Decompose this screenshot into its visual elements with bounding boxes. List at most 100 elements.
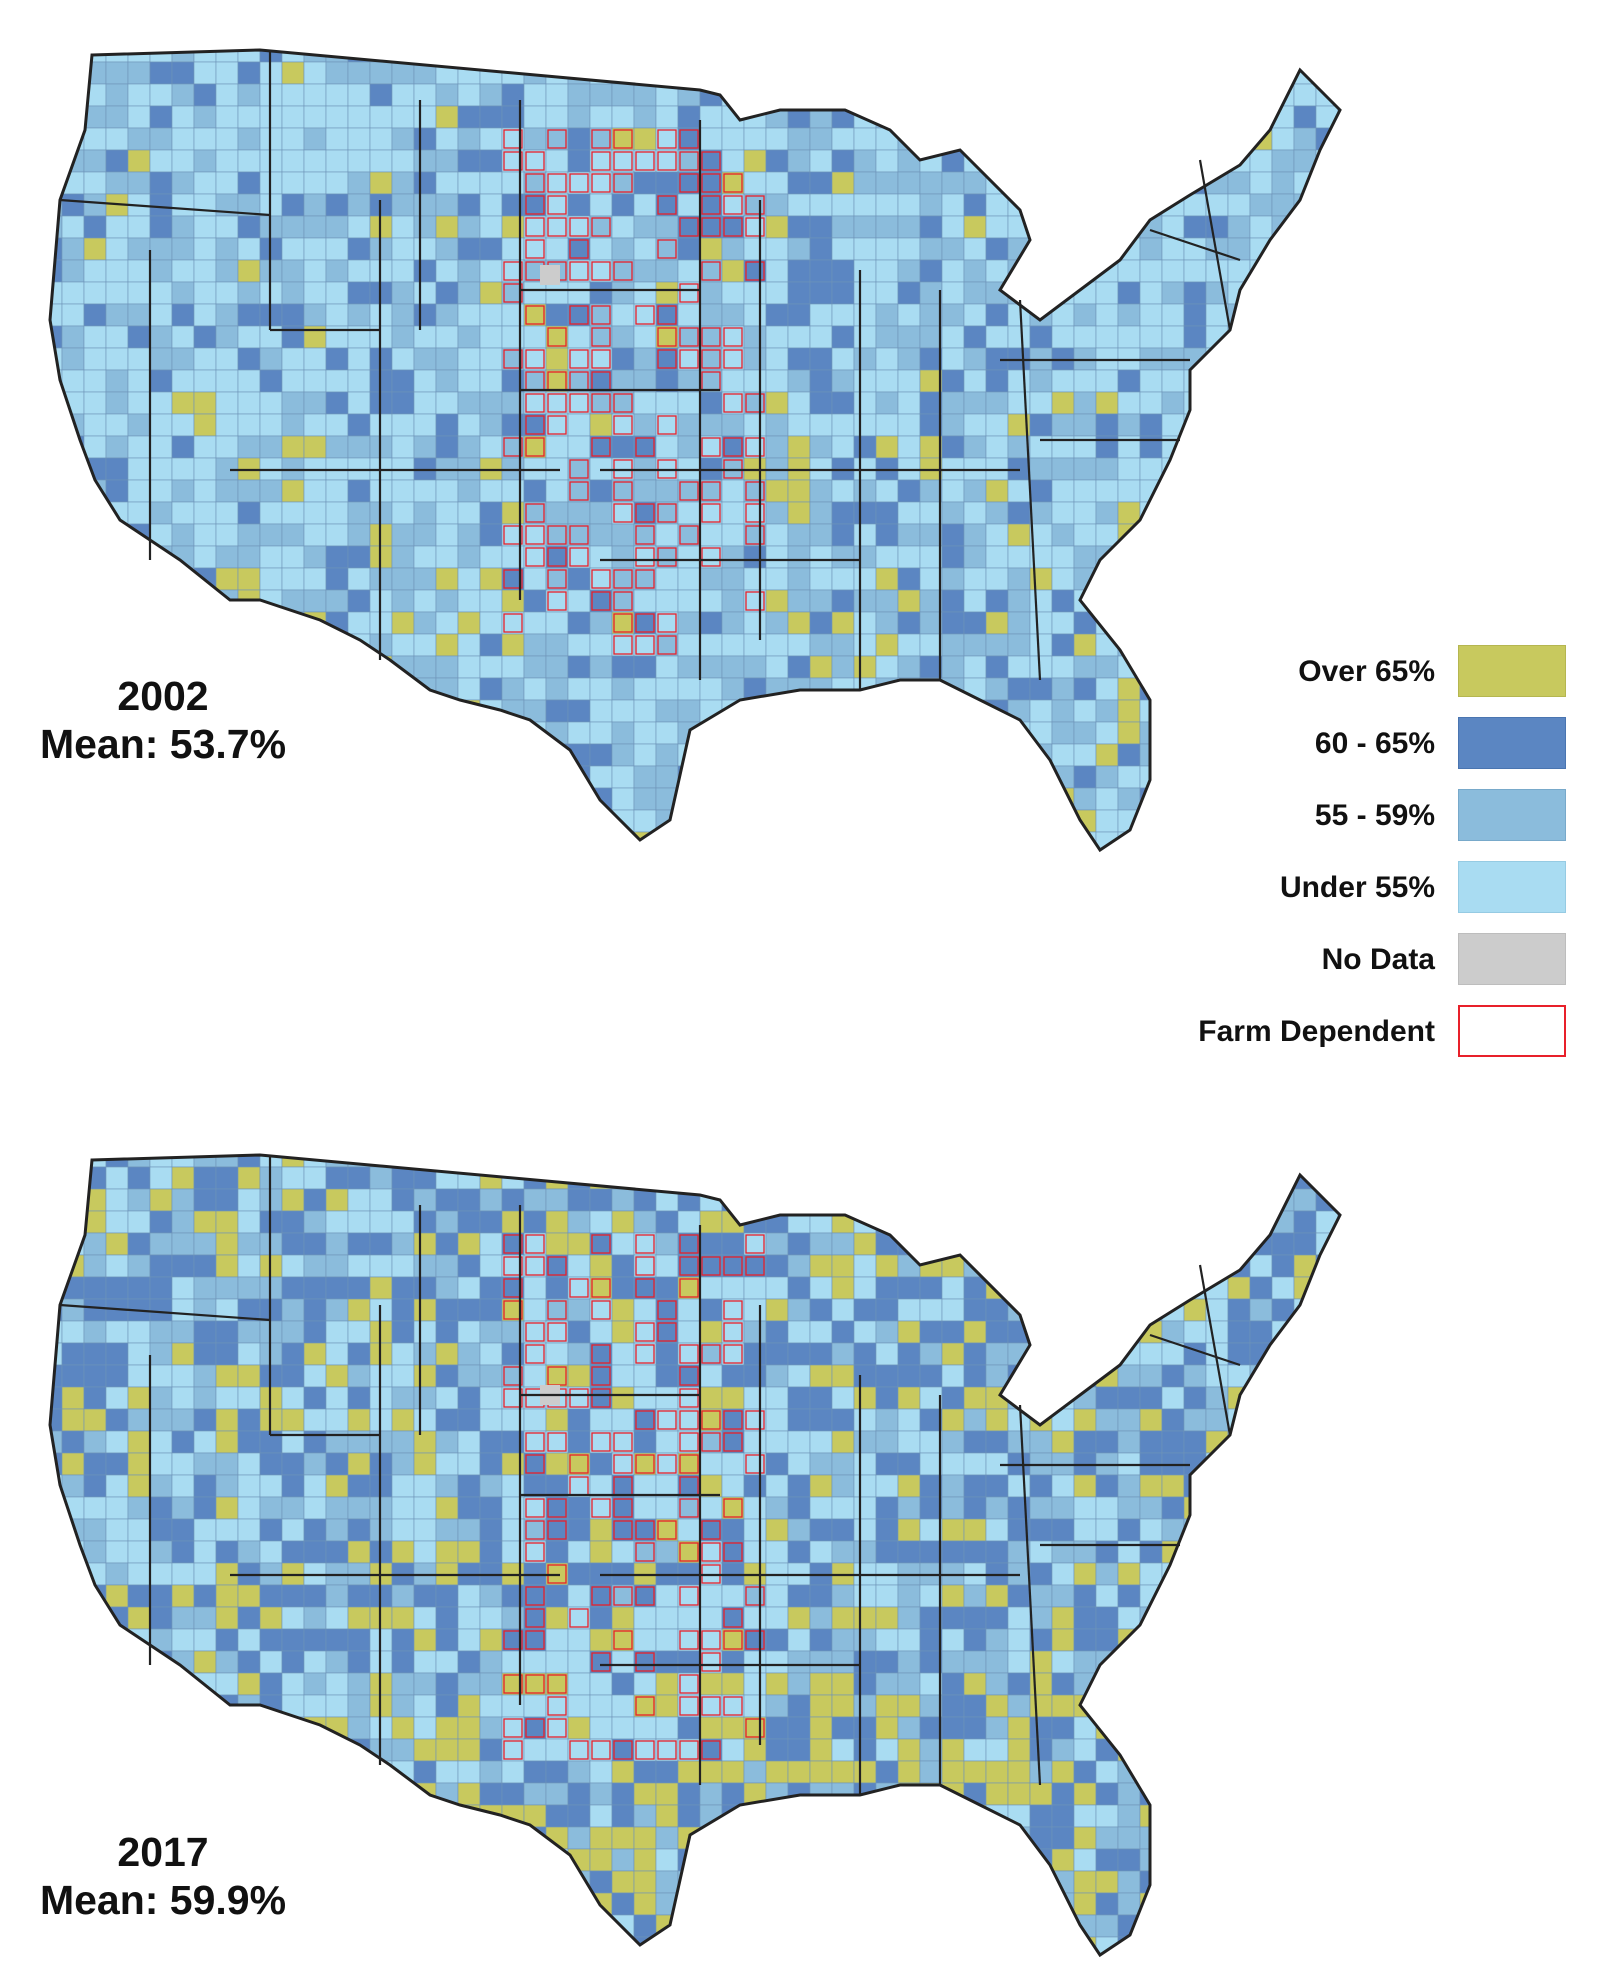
county-tile — [611, 831, 635, 850]
county-tile — [1029, 1188, 1053, 1212]
county-tile — [1205, 1650, 1229, 1674]
county-tile — [479, 1584, 503, 1608]
farm-dependent-outline — [503, 1740, 523, 1760]
county-tile — [1051, 633, 1075, 657]
county-tile — [985, 1584, 1009, 1608]
county-tile — [1271, 237, 1295, 261]
county-tile — [589, 1650, 613, 1674]
county-tile — [171, 325, 195, 349]
county-tile — [1337, 545, 1340, 569]
county-tile — [633, 1584, 657, 1608]
county-tile — [655, 391, 679, 415]
county-tile — [1008, 1959, 1030, 1980]
farm-dependent-outline — [701, 481, 721, 501]
county-tile — [633, 1276, 657, 1300]
county-tile — [435, 1672, 459, 1696]
county-tile — [765, 281, 789, 305]
county-tile — [567, 1804, 591, 1828]
county-tile — [897, 1650, 921, 1674]
county-tile — [721, 61, 745, 85]
county-tile — [1293, 501, 1317, 525]
county-tile — [435, 1496, 459, 1520]
county-tile — [809, 655, 833, 679]
county-tile — [853, 1870, 877, 1894]
county-tile — [435, 1254, 459, 1278]
county-tile — [347, 501, 371, 525]
county-tile — [1315, 567, 1339, 591]
county-tile — [237, 809, 261, 833]
farm-dependent-outline — [723, 1498, 743, 1518]
county-tile — [677, 1782, 701, 1806]
county-tile — [788, 1959, 810, 1980]
county-tile — [809, 127, 833, 151]
county-tile — [1316, 1959, 1338, 1980]
county-tile — [1139, 1914, 1163, 1938]
county-tile — [743, 61, 767, 85]
county-tile — [985, 1914, 1009, 1938]
county-tile — [963, 1210, 987, 1234]
county-tile — [1073, 457, 1097, 481]
farm-dependent-outline — [569, 239, 589, 259]
county-tile — [545, 1760, 569, 1784]
county-tile — [897, 391, 921, 415]
county-tile — [1205, 1694, 1229, 1718]
county-tile — [589, 1452, 613, 1476]
county-tile — [743, 787, 767, 811]
county-tile — [50, 1936, 63, 1955]
county-tile — [215, 1386, 239, 1410]
county-tile — [61, 545, 85, 569]
county-tile — [611, 1364, 635, 1388]
county-tile — [1139, 281, 1163, 305]
county-tile — [479, 787, 503, 811]
county-tile — [1183, 1892, 1207, 1916]
county-tile — [457, 1672, 481, 1696]
county-tile — [391, 1738, 415, 1762]
county-tile — [1073, 655, 1097, 679]
county-tile — [127, 259, 151, 283]
county-tile — [105, 1738, 129, 1762]
county-tile — [787, 1650, 811, 1674]
farm-dependent-outline — [525, 525, 545, 545]
county-tile — [1007, 1892, 1031, 1916]
county-tile — [831, 1738, 855, 1762]
county-tile — [545, 1738, 569, 1762]
county-tile — [413, 1870, 437, 1894]
county-tile — [1007, 1628, 1031, 1652]
county-tile — [633, 1474, 657, 1498]
county-tile — [281, 1650, 305, 1674]
county-tile — [149, 1232, 173, 1256]
county-tile — [149, 105, 173, 129]
county-tile — [1117, 50, 1141, 63]
county-tile — [589, 413, 613, 437]
county-tile — [941, 1914, 965, 1938]
county-tile — [919, 1320, 943, 1344]
farm-dependent-outline — [723, 1630, 743, 1650]
county-tile — [787, 1804, 811, 1828]
county-tile — [61, 1188, 85, 1212]
county-tile — [809, 743, 833, 767]
county-tile — [413, 413, 437, 437]
county-tile — [743, 831, 767, 850]
county-tile — [941, 171, 965, 195]
farm-dependent-outline — [701, 437, 721, 457]
county-tile — [347, 391, 371, 415]
county-tile — [1315, 545, 1339, 569]
farm-dependent-outline — [613, 613, 633, 633]
county-tile — [1139, 237, 1163, 261]
county-tile — [479, 1474, 503, 1498]
county-tile — [435, 1298, 459, 1322]
county-tile — [589, 1694, 613, 1718]
county-tile — [127, 1232, 151, 1256]
county-tile — [677, 1320, 701, 1344]
county-tile — [853, 215, 877, 239]
farm-dependent-outline — [635, 1234, 655, 1254]
county-tile — [809, 1650, 833, 1674]
county-tile — [831, 127, 855, 151]
county-tile — [1249, 1155, 1273, 1168]
county-tile — [985, 369, 1009, 393]
county-tile — [875, 1188, 899, 1212]
county-tile — [479, 1408, 503, 1432]
county-tile — [831, 369, 855, 393]
county-tile — [1073, 1276, 1097, 1300]
county-tile — [1139, 457, 1163, 481]
